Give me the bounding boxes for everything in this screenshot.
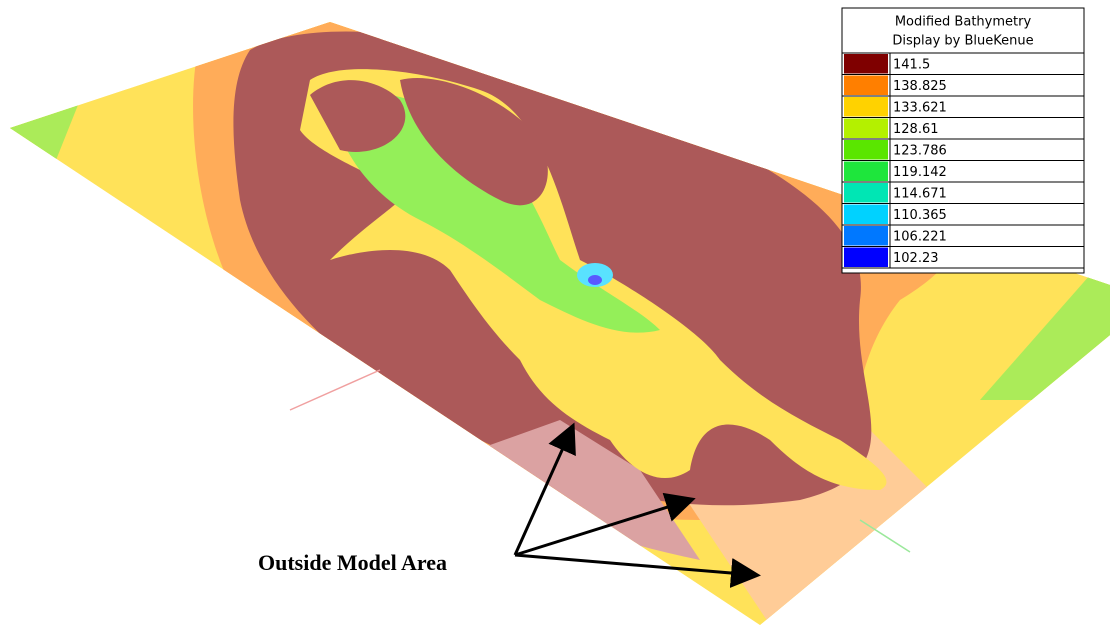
legend: Modified Bathymetry Display by BlueKenue… (842, 8, 1084, 273)
legend-label: 110.365 (893, 208, 947, 223)
legend-label: 114.671 (893, 186, 947, 201)
legend-swatch (844, 97, 888, 117)
legend-label: 141.5 (893, 57, 930, 72)
legend-label: 128.61 (893, 122, 939, 137)
legend-label: 133.621 (893, 100, 947, 115)
legend-label: 106.221 (893, 229, 947, 244)
legend-swatch (844, 248, 888, 268)
legend-swatch (844, 54, 888, 74)
legend-label: 123.786 (893, 143, 947, 158)
axis-line (290, 370, 380, 410)
legend-swatch (844, 140, 888, 160)
legend-swatch (844, 76, 888, 96)
annotation: Outside Model Area (258, 550, 447, 575)
legend-swatch (844, 183, 888, 203)
legend-swatch (844, 205, 888, 225)
legend-title: Modified Bathymetry (895, 15, 1032, 30)
scene: Outside Model Area Modified Bathymetry D… (0, 0, 1112, 628)
axis-line (860, 520, 910, 552)
legend-swatch (844, 226, 888, 246)
legend-title: Display by BlueKenue (892, 34, 1033, 49)
legend-swatch (844, 162, 888, 182)
legend-label: 102.23 (893, 251, 939, 266)
legend-label: 119.142 (893, 165, 947, 180)
legend-label: 138.825 (893, 79, 947, 94)
legend-swatch (844, 119, 888, 139)
